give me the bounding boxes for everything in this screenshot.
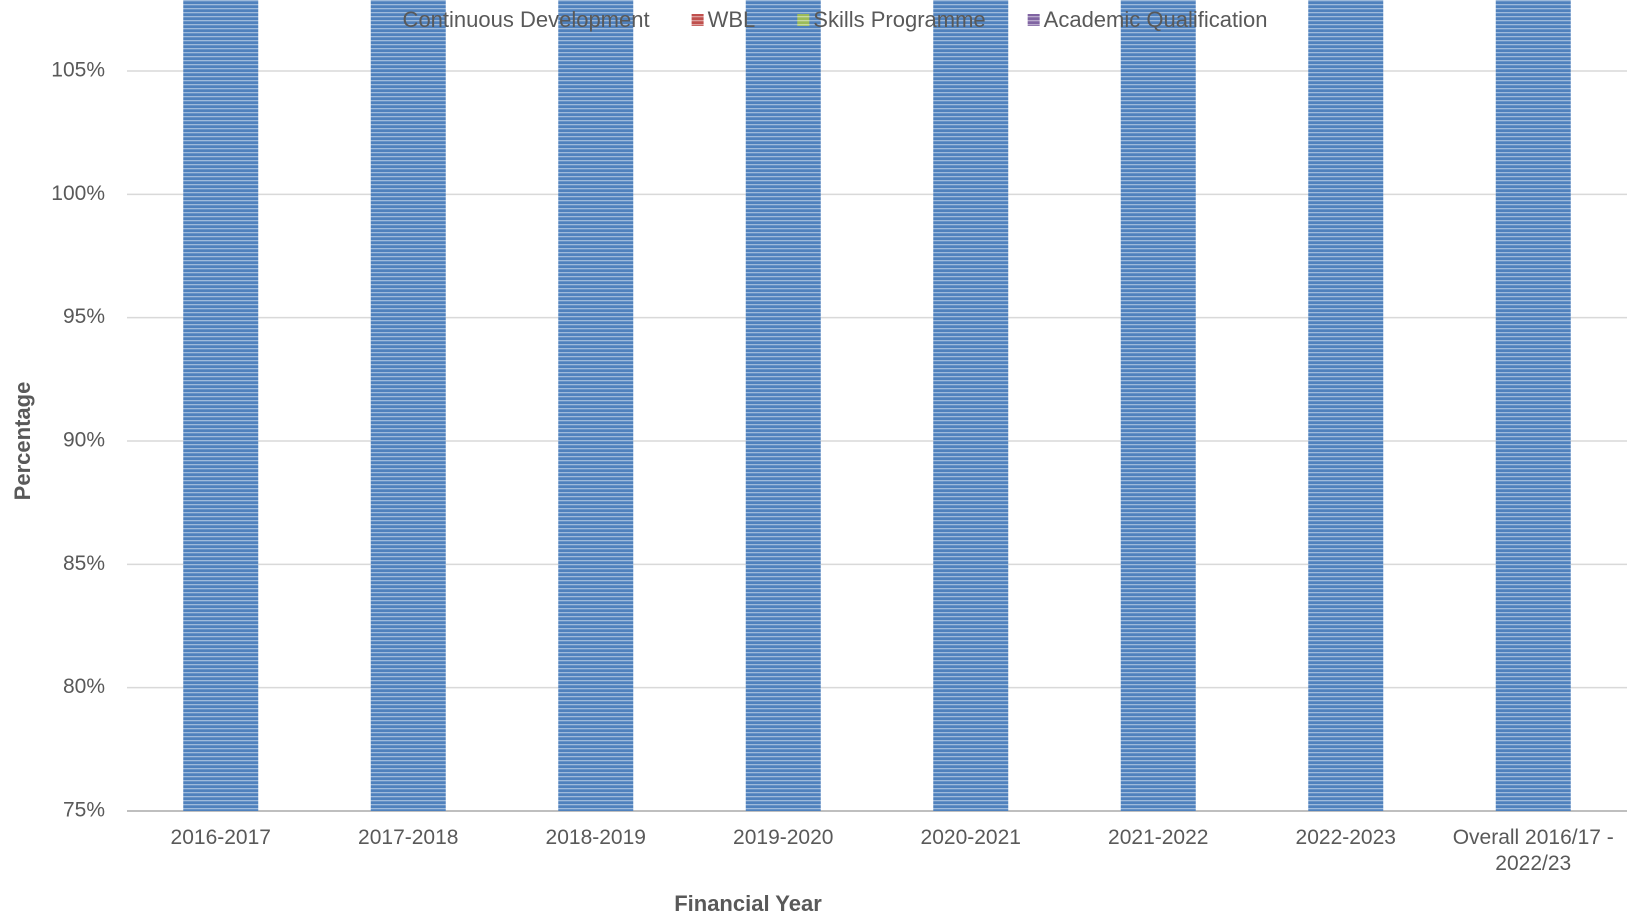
y-tick-label: 90% (63, 429, 105, 452)
legend-swatch (797, 14, 810, 26)
x-tick-label: 2019-2020 (733, 826, 834, 849)
x-tick-label: Overall 2016/17 - 2022/23 (1452, 826, 1614, 875)
bar-segment (183, 0, 259, 811)
legend-label: Skills Programme (813, 7, 985, 32)
legend-label: Continuous Development (403, 7, 650, 32)
x-axis-title: Financial Year (674, 891, 822, 916)
x-tick-label: 2016-2017 (170, 826, 271, 849)
y-axis-title: Percentage (10, 382, 35, 501)
y-tick-label: 95% (63, 305, 105, 328)
legend-label: Academic Qualification (1044, 7, 1268, 32)
bar-segment (370, 0, 446, 811)
bar-segment (745, 0, 821, 812)
y-tick-label: 80% (63, 675, 105, 698)
x-tick-label: 2021-2022 (1108, 826, 1209, 849)
x-tick-label: 2020-2021 (920, 826, 1021, 849)
y-tick-label: 100% (51, 182, 105, 205)
bar-segment (933, 0, 1009, 811)
legend: Continuous Development WBL Skills Programm… (386, 7, 1268, 32)
legend-swatch (386, 14, 399, 26)
x-tick-label: 2018-2019 (545, 826, 646, 849)
x-tick-label: 2022-2023 (1295, 826, 1396, 849)
bar-segment (558, 0, 634, 811)
legend-swatch (1027, 14, 1040, 26)
bar-segment (1308, 0, 1384, 811)
y-tick-label: 85% (63, 552, 105, 575)
y-tick-label: 105% (51, 59, 105, 82)
x-tick-label: 2017-2018 (358, 826, 459, 849)
y-tick-label: 75% (63, 799, 105, 822)
bar-segment (1120, 0, 1196, 811)
legend-label: WBL (708, 7, 756, 32)
bar-segment (1495, 0, 1571, 811)
legend-swatch (691, 14, 704, 26)
